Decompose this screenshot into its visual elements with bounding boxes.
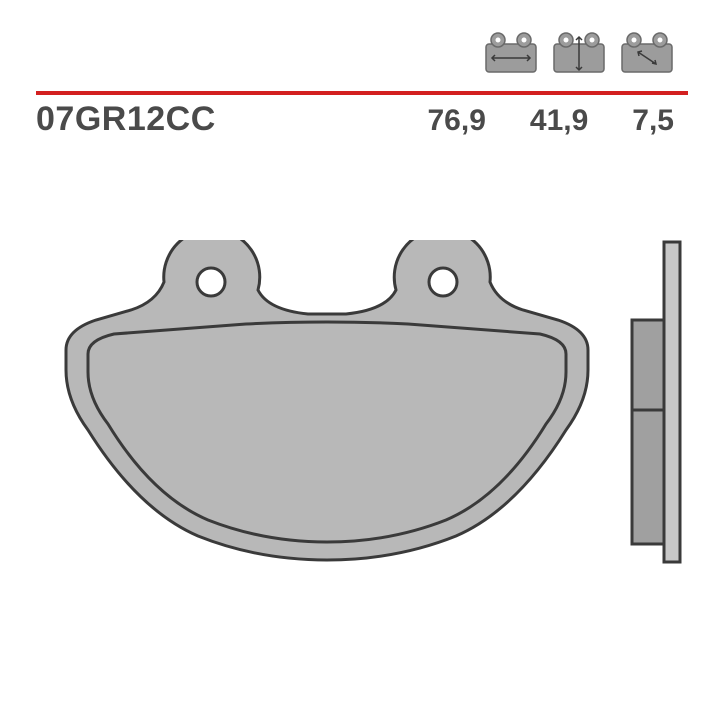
thickness-icon bbox=[616, 28, 678, 76]
side-view bbox=[632, 242, 680, 562]
spec-row: 07GR12CC 76,9 41,9 7,5 bbox=[36, 100, 688, 139]
part-number: 07GR12CC bbox=[36, 100, 428, 139]
accent-divider bbox=[36, 82, 688, 86]
dim-width: 76,9 bbox=[428, 104, 486, 138]
product-spec-card: 07GR12CC 76,9 41,9 7,5 bbox=[0, 0, 724, 724]
dim-thickness: 7,5 bbox=[632, 104, 674, 138]
dimensions-values: 76,9 41,9 7,5 bbox=[428, 104, 675, 138]
front-view bbox=[66, 240, 588, 560]
height-icon bbox=[548, 28, 610, 76]
width-icon bbox=[480, 28, 542, 76]
dim-height: 41,9 bbox=[530, 104, 588, 138]
technical-drawing bbox=[36, 240, 688, 580]
dimension-icons-row bbox=[480, 28, 678, 76]
